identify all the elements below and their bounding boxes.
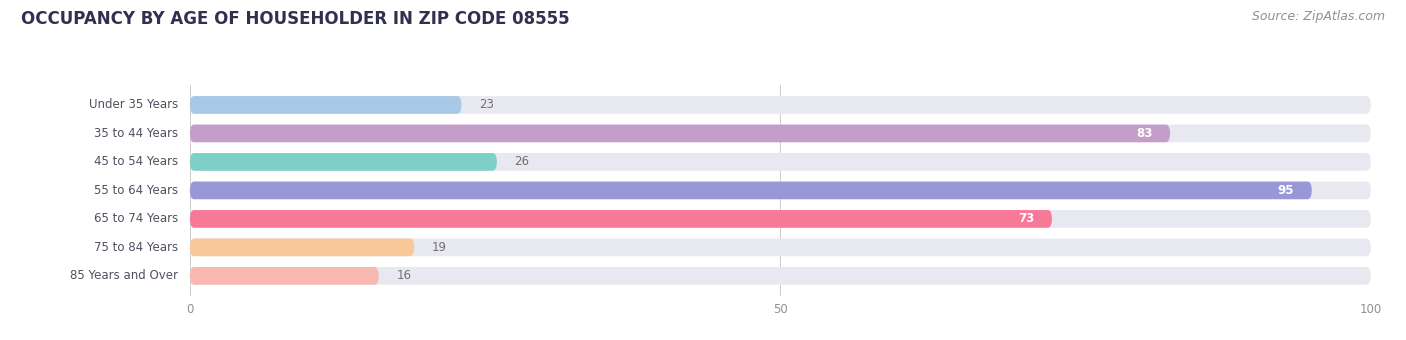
FancyBboxPatch shape [190,267,1371,285]
FancyBboxPatch shape [190,210,1371,228]
Text: 23: 23 [479,99,494,112]
FancyBboxPatch shape [190,267,378,285]
Text: 73: 73 [1018,212,1035,225]
Text: Source: ZipAtlas.com: Source: ZipAtlas.com [1251,10,1385,23]
Text: OCCUPANCY BY AGE OF HOUSEHOLDER IN ZIP CODE 08555: OCCUPANCY BY AGE OF HOUSEHOLDER IN ZIP C… [21,10,569,28]
FancyBboxPatch shape [190,96,461,114]
FancyBboxPatch shape [190,153,496,171]
FancyBboxPatch shape [190,210,1052,228]
FancyBboxPatch shape [190,153,1371,171]
Text: 45 to 54 Years: 45 to 54 Years [94,155,179,168]
FancyBboxPatch shape [190,239,1371,256]
Text: 55 to 64 Years: 55 to 64 Years [94,184,179,197]
FancyBboxPatch shape [190,182,1371,199]
FancyBboxPatch shape [190,124,1371,142]
Text: 95: 95 [1278,184,1294,197]
FancyBboxPatch shape [190,239,415,256]
FancyBboxPatch shape [190,124,1170,142]
Text: 75 to 84 Years: 75 to 84 Years [94,241,179,254]
Text: 83: 83 [1136,127,1153,140]
Text: 85 Years and Over: 85 Years and Over [70,269,179,282]
Text: 35 to 44 Years: 35 to 44 Years [94,127,179,140]
Text: 26: 26 [515,155,530,168]
Text: 19: 19 [432,241,447,254]
Text: Under 35 Years: Under 35 Years [89,99,179,112]
FancyBboxPatch shape [190,182,1312,199]
FancyBboxPatch shape [190,96,1371,114]
Text: 16: 16 [396,269,412,282]
Text: 65 to 74 Years: 65 to 74 Years [94,212,179,225]
